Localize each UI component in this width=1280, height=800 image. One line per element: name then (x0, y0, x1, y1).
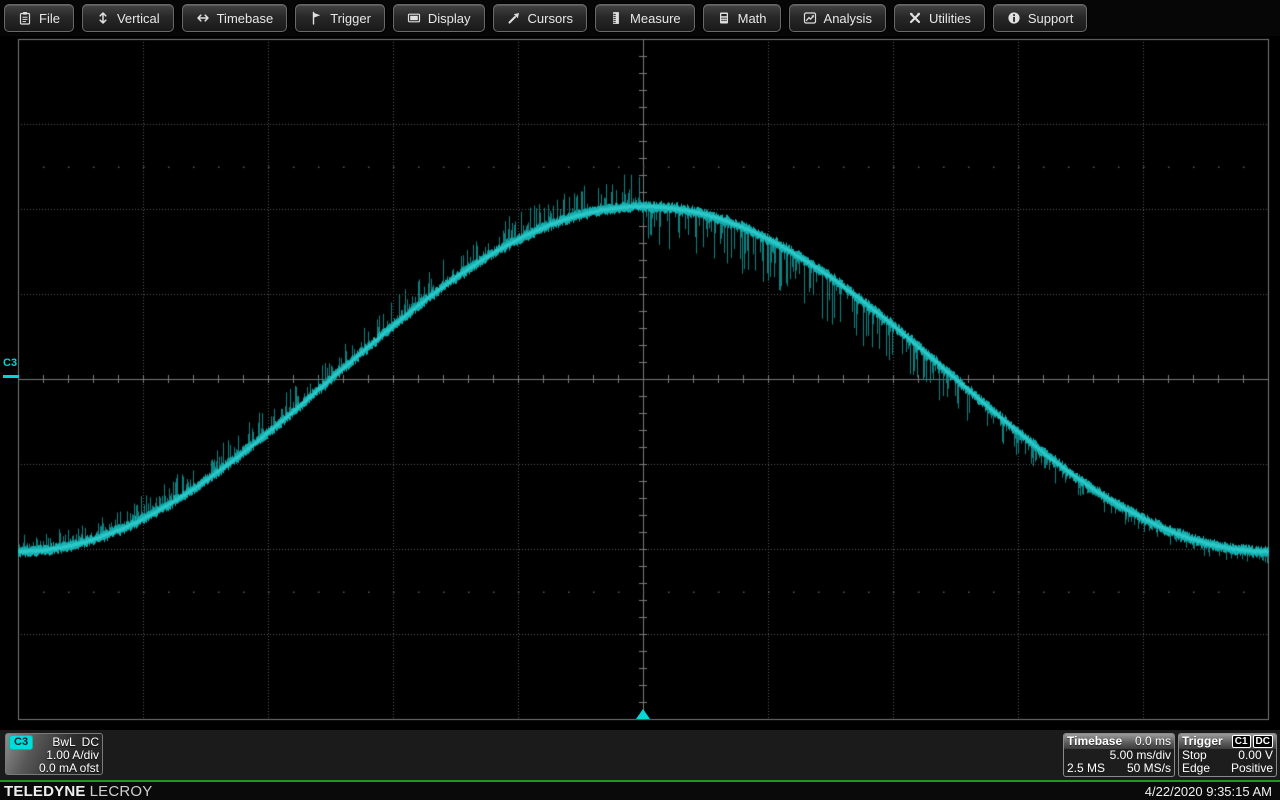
menu-label: Display (427, 10, 471, 26)
brand-logo: TELEDYNE LECROY (4, 783, 153, 800)
menu-label: Vertical (116, 10, 160, 26)
timebase-icon (196, 14, 209, 22)
graticule-canvas[interactable] (0, 36, 1280, 730)
menu-button-file[interactable]: File (4, 4, 74, 32)
waveform-display: C3 (0, 36, 1280, 730)
menu-button-display[interactable]: Display (392, 4, 485, 32)
menu-label: Cursors (527, 10, 574, 26)
timebase-samples: 2.5 MS (1067, 761, 1106, 775)
measure-icon (613, 12, 619, 24)
menu-label: Timebase (216, 10, 274, 26)
trigger-level: 0.00 V (1238, 748, 1273, 762)
analysis-icon (803, 12, 816, 24)
menu-button-utilities[interactable]: Utilities (893, 4, 985, 32)
trigger-type: Edge (1182, 761, 1211, 775)
timebase-descriptor[interactable]: Timebase 0.0 ms 5.00 ms/div 2.5 MS 50 MS… (1063, 733, 1175, 777)
trigger-time-marker[interactable] (636, 709, 650, 719)
trigger-source-badge: C1 (1231, 735, 1251, 748)
support-icon (1008, 12, 1020, 24)
datetime-display: 4/22/2020 9:35:15 AM (1144, 783, 1272, 799)
menu-label: Math (737, 10, 767, 26)
menu-label: Trigger (330, 10, 371, 26)
trigger-title: Trigger (1182, 734, 1223, 748)
timebase-delay: 0.0 ms (1134, 734, 1171, 748)
channel-trace-label: C3 (3, 357, 18, 369)
menu-bar: File Vertical Timebase Trigger (0, 0, 1280, 36)
bottom-bar: TELEDYNE LECROY 4/22/2020 9:35:15 AM (0, 782, 1280, 800)
channel-zero-level-marker[interactable] (3, 375, 19, 378)
channel-coupling: DC (81, 735, 99, 749)
menu-label: File (39, 10, 60, 26)
math-icon (719, 12, 728, 24)
brand-secondary: LECROY (89, 782, 153, 800)
utilities-icon (909, 12, 921, 24)
trigger-coupling-badge: DC (1252, 735, 1273, 748)
menu-button-cursors[interactable]: Cursors (492, 4, 588, 32)
channel-scale: 1.00 A/div (46, 748, 99, 762)
channel-offset: 0.0 mA ofst (38, 761, 99, 775)
menu-button-measure[interactable]: Measure (595, 4, 695, 32)
menu-label: Support (1027, 10, 1074, 26)
channel-badge: C3 (9, 734, 34, 750)
channel-bandwidth-limit: BwL (52, 735, 76, 749)
file-icon (19, 12, 31, 25)
timebase-scale: 5.00 ms/div (1109, 748, 1171, 762)
trigger-mode: Stop (1182, 748, 1207, 762)
timebase-title: Timebase (1067, 734, 1123, 748)
status-bar: C3 BwL DC 1.00 A/div 0.0 mA ofst Timebas… (0, 730, 1280, 780)
menu-button-analysis[interactable]: Analysis (788, 4, 886, 32)
menu-button-timebase[interactable]: Timebase (181, 4, 288, 32)
cursors-icon (508, 13, 519, 24)
trigger-slope: Positive (1230, 761, 1273, 775)
brand-primary: TELEDYNE (4, 782, 86, 800)
trigger-descriptor[interactable]: Trigger C1 DC Stop 0.00 V Edge Positive (1178, 733, 1277, 777)
menu-button-trigger[interactable]: Trigger (295, 4, 385, 32)
menu-button-math[interactable]: Math (702, 4, 781, 32)
menu-button-support[interactable]: Support (992, 4, 1088, 32)
menu-button-vertical[interactable]: Vertical (81, 4, 174, 32)
trigger-icon (313, 11, 321, 25)
display-icon (407, 13, 421, 23)
vertical-icon (99, 12, 107, 24)
timebase-sample-rate: 50 MS/s (1126, 761, 1171, 775)
channel-descriptor-c3[interactable]: C3 BwL DC 1.00 A/div 0.0 mA ofst (5, 733, 103, 775)
menu-label: Utilities (928, 10, 971, 26)
separator-line (0, 780, 1280, 782)
menu-label: Analysis (823, 10, 872, 26)
menu-label: Measure (630, 10, 681, 26)
